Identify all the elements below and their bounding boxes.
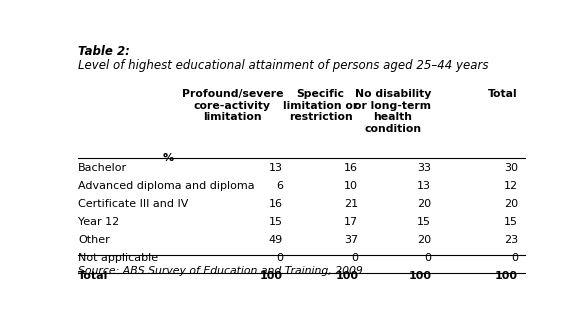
Text: 37: 37 — [344, 235, 358, 245]
Text: 33: 33 — [417, 163, 431, 173]
Text: Profound/severe
core-activity
limitation: Profound/severe core-activity limitation — [182, 89, 283, 122]
Text: %: % — [163, 153, 174, 163]
Text: 15: 15 — [504, 217, 518, 227]
Text: Bachelor: Bachelor — [78, 163, 127, 173]
Text: 16: 16 — [345, 163, 358, 173]
Text: Source: ABS Survey of Education and Training, 2009: Source: ABS Survey of Education and Trai… — [78, 266, 363, 276]
Text: 17: 17 — [344, 217, 358, 227]
Text: 0: 0 — [351, 253, 358, 263]
Text: 15: 15 — [269, 217, 283, 227]
Text: 100: 100 — [495, 271, 518, 281]
Text: 0: 0 — [424, 253, 431, 263]
Text: 16: 16 — [269, 199, 283, 209]
Text: 30: 30 — [504, 163, 518, 173]
Text: Year 12: Year 12 — [78, 217, 119, 227]
Text: 12: 12 — [504, 181, 518, 191]
Text: 21: 21 — [344, 199, 358, 209]
Text: Certificate III and IV: Certificate III and IV — [78, 199, 188, 209]
Text: 13: 13 — [417, 181, 431, 191]
Text: 23: 23 — [504, 235, 518, 245]
Text: 0: 0 — [276, 253, 283, 263]
Text: Advanced diploma and diploma: Advanced diploma and diploma — [78, 181, 255, 191]
Text: 10: 10 — [345, 181, 358, 191]
Text: Other: Other — [78, 235, 110, 245]
Text: Specific
limitation or
restriction: Specific limitation or restriction — [283, 89, 358, 122]
Text: No disability
or long-term
health
condition: No disability or long-term health condit… — [354, 89, 431, 134]
Text: 20: 20 — [417, 235, 431, 245]
Text: Total: Total — [488, 89, 518, 99]
Text: 100: 100 — [408, 271, 431, 281]
Text: 49: 49 — [269, 235, 283, 245]
Text: Table 2:: Table 2: — [78, 44, 130, 58]
Text: 20: 20 — [417, 199, 431, 209]
Text: 6: 6 — [276, 181, 283, 191]
Text: 0: 0 — [511, 253, 518, 263]
Text: 13: 13 — [269, 163, 283, 173]
Text: 20: 20 — [504, 199, 518, 209]
Text: 100: 100 — [260, 271, 283, 281]
Text: 15: 15 — [417, 217, 431, 227]
Text: 100: 100 — [335, 271, 358, 281]
Text: Level of highest educational attainment of persons aged 25–44 years: Level of highest educational attainment … — [78, 59, 489, 72]
Text: Not applicable: Not applicable — [78, 253, 158, 263]
Text: Total: Total — [78, 271, 108, 281]
